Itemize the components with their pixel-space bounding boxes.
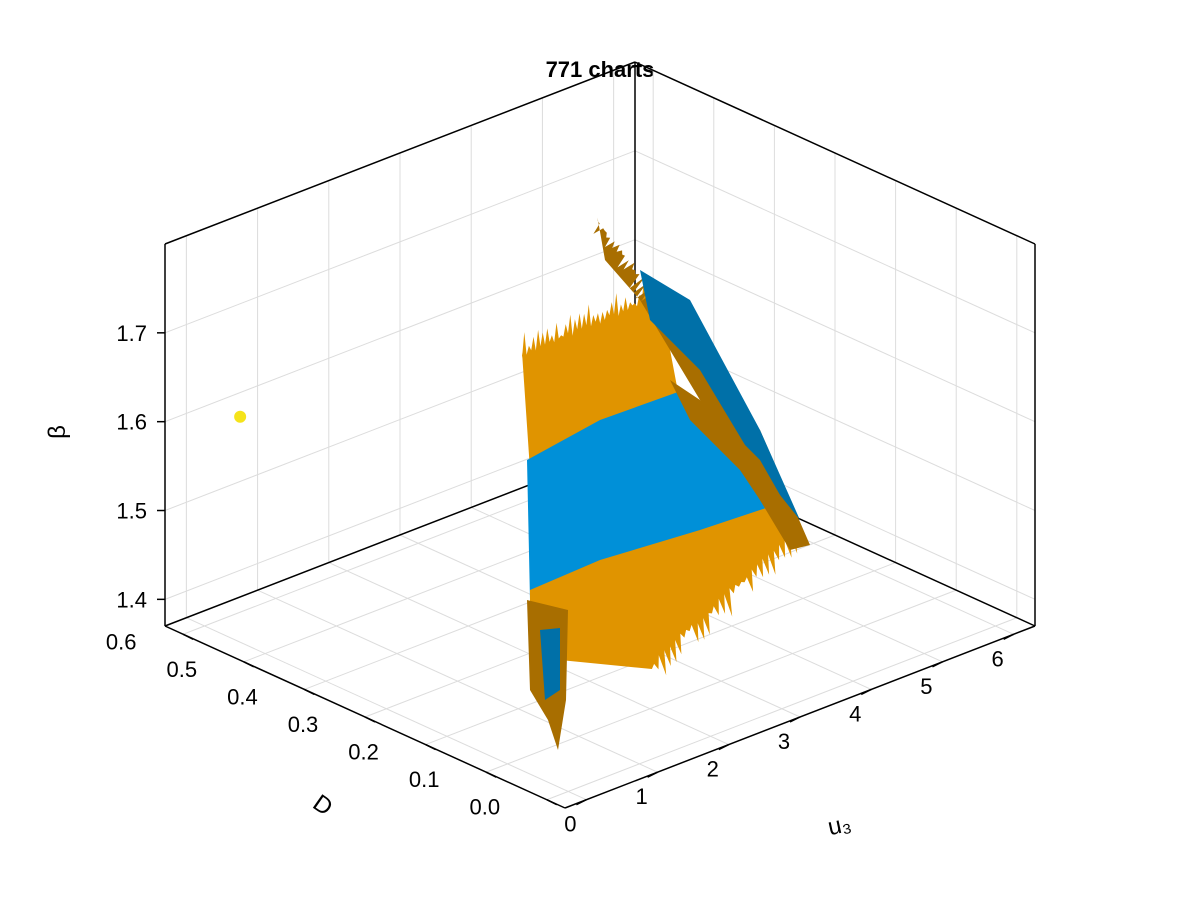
y-tick [182,633,194,640]
x-tick-label: 1 [635,784,647,809]
z-axis-label: β [44,425,71,439]
z-tick-label: 1.6 [116,410,147,435]
highlight-point [234,410,247,423]
x-tick-label: 4 [849,701,861,726]
grid-line [546,617,1017,801]
x-tick [1003,633,1014,640]
surface [234,217,810,750]
x-tick-label: 2 [707,757,719,782]
x-tick-label: 3 [778,729,790,754]
grid-line [164,150,636,334]
y-tick-label: 0.6 [106,629,137,654]
surface-orange-bottom [530,500,802,676]
grid-line [486,589,957,773]
x-axis-label: u₃ [825,810,853,841]
y-tick [425,743,436,751]
surface-crease [670,380,800,545]
x-tick [789,716,801,723]
z-tick-label: 1.4 [116,587,147,612]
x-tick [860,688,872,696]
tick-labels: 0 1 2 3 4 5 6 0.0 0.1 0.2 0.3 0.4 0.5 0.6 1.4 1.5 1.6 1.7 [106,321,1004,837]
x-tick-label: 5 [920,674,932,699]
x-tick [932,661,943,668]
y-tick-label: 0.5 [166,657,197,682]
x-tick-label: 0 [564,812,576,837]
grid-line [164,239,636,423]
y-tick [364,716,376,723]
grid-line [634,150,1036,334]
axis-box-edge [634,61,1036,245]
z-tick-label: 1.7 [116,321,147,346]
x-tick-label: 6 [992,646,1004,671]
surface-blue-strip [540,628,560,700]
y-tick [243,661,255,668]
y-tick-label: 0.3 [288,712,319,737]
y-tick [546,799,558,806]
x-tick [576,799,587,806]
y-tick [485,771,497,778]
tick-marks [157,332,1014,806]
y-tick [304,688,315,696]
y-axis-label: D [308,789,338,821]
chart-title: 771 charts [546,57,655,82]
axis-box-edge [164,61,636,245]
x-tick [647,771,658,778]
z-tick-label: 1.5 [116,499,147,524]
x-tick [718,743,730,751]
y-tick-label: 0.0 [470,795,501,820]
grid-line [634,239,1036,423]
y-tick-label: 0.4 [227,684,258,709]
y-tick-label: 0.1 [409,767,440,792]
y-tick-label: 0.2 [348,740,379,765]
surface-back-blue [640,270,800,520]
